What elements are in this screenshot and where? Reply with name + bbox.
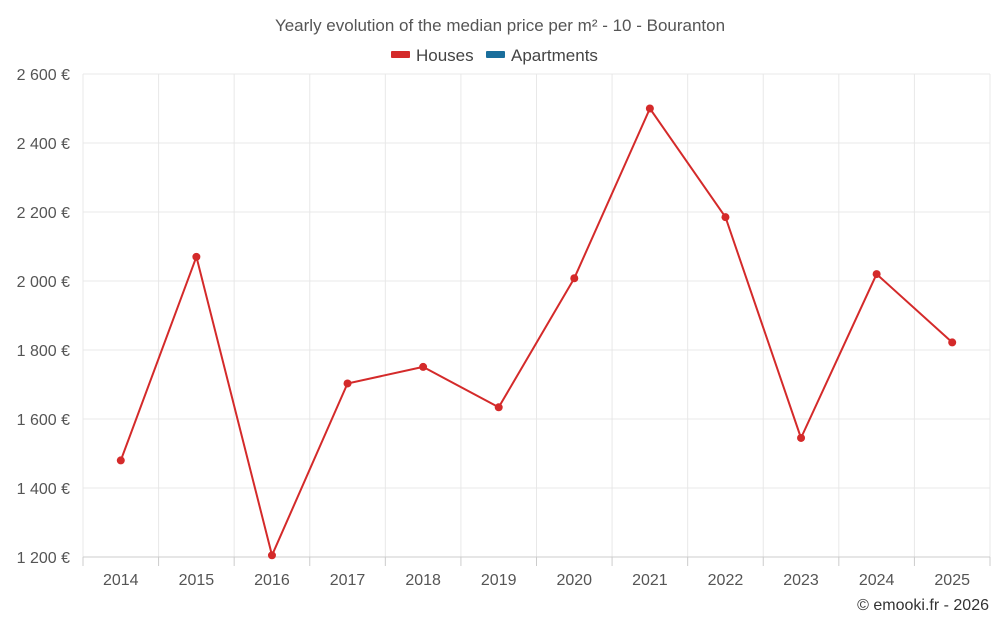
grid [82, 73, 991, 557]
x-tick-label: 2021 [632, 572, 668, 589]
y-tick-label: 1 600 € [17, 412, 70, 429]
x-tick-label: 2019 [481, 572, 517, 589]
legend-swatch-apartments[interactable] [486, 51, 505, 58]
y-tick-label: 2 400 € [17, 136, 70, 153]
data-point-houses[interactable] [343, 379, 352, 388]
y-tick-label: 2 200 € [17, 205, 70, 222]
y-tick-label: 1 400 € [17, 481, 70, 498]
credit-text: © emooki.fr - 2026 [857, 597, 989, 614]
x-tick-label: 2023 [783, 572, 819, 589]
y-axis: 1 200 € 1 400 € 1 600 € 1 800 € 2 000 € 2 200… [17, 67, 70, 567]
data-point-houses[interactable] [267, 551, 276, 560]
series [116, 104, 957, 560]
legend-label-houses[interactable]: Houses [416, 46, 474, 65]
data-point-houses[interactable] [872, 270, 881, 279]
y-tick-label: 2 600 € [17, 67, 70, 84]
data-point-houses[interactable] [116, 456, 125, 465]
data-point-houses[interactable] [192, 252, 201, 261]
x-tick-label: 2018 [405, 572, 441, 589]
x-tick-label: 2014 [103, 572, 139, 589]
data-point-houses[interactable] [721, 213, 730, 222]
x-tick-label: 2016 [254, 572, 290, 589]
series-line-houses [119, 107, 953, 557]
x-tick-label: 2022 [708, 572, 744, 589]
data-point-houses[interactable] [797, 433, 806, 442]
x-tick-label: 2025 [934, 572, 970, 589]
data-point-houses[interactable] [948, 338, 957, 347]
chart-title: Yearly evolution of the median price per… [275, 16, 725, 35]
data-point-houses[interactable] [645, 104, 654, 113]
y-tick-label: 1 800 € [17, 343, 70, 360]
x-tick-label: 2015 [179, 572, 215, 589]
legend-swatch-houses[interactable] [391, 51, 410, 58]
data-point-houses[interactable] [419, 362, 428, 371]
x-axis: 2014 2015 2016 2017 2018 2019 2020 2021 2022 2023… [82, 556, 991, 589]
data-point-houses[interactable] [494, 403, 503, 412]
x-tick-label: 2017 [330, 572, 366, 589]
legend: Houses Apartments [391, 46, 598, 65]
y-tick-label: 2 000 € [17, 274, 70, 291]
y-tick-label: 1 200 € [17, 550, 70, 567]
x-tick-label: 2020 [556, 572, 592, 589]
data-point-houses[interactable] [570, 274, 579, 283]
legend-label-apartments[interactable]: Apartments [511, 46, 598, 65]
x-tick-label: 2024 [859, 572, 895, 589]
